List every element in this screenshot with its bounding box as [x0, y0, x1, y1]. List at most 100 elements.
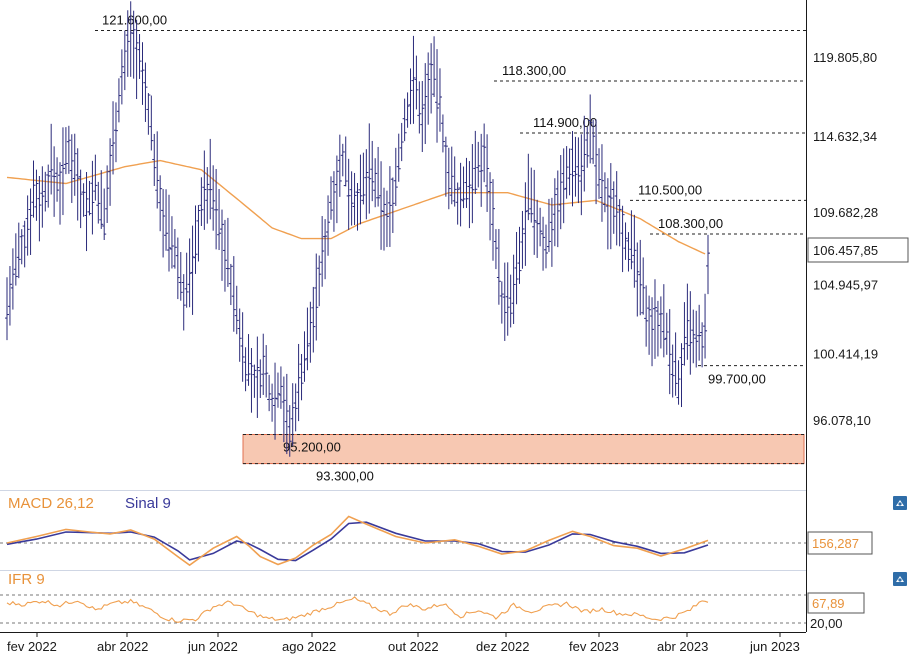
- ohlc-bar: [161, 189, 166, 258]
- ohlc-bar: [641, 257, 646, 315]
- ohlc-bar: [81, 183, 86, 217]
- ohlc-bar: [505, 262, 510, 336]
- ohlc-bar: [370, 140, 375, 202]
- level-label: 110.500,00: [638, 182, 702, 197]
- ohlc-bar: [69, 134, 74, 203]
- last-price-box: 106.457,85: [807, 237, 909, 263]
- ohlc-bar: [426, 52, 431, 125]
- ohlc-bar: [582, 115, 587, 192]
- ohlc-bar: [122, 30, 127, 91]
- ohlc-bar: [169, 216, 174, 269]
- ohlc-bar: [37, 176, 42, 242]
- ohlc-bar: [384, 190, 389, 248]
- ohlc-bar: [614, 171, 619, 246]
- ohlc-bar: [464, 157, 469, 208]
- ohlc-bar: [140, 42, 145, 105]
- ohlc-bar: [364, 149, 369, 220]
- ohlc-bar: [541, 216, 546, 271]
- ohlc-bar: [440, 114, 445, 153]
- ohlc-bar: [187, 238, 192, 308]
- ohlc-bar: [149, 95, 154, 151]
- ohlc-bar: [382, 187, 387, 251]
- ohlc-bar: [261, 333, 266, 395]
- ohlc-bar: [402, 98, 407, 142]
- ohlc-bar: [164, 189, 169, 251]
- ohlc-bar: [258, 359, 263, 399]
- ohlc-bar: [43, 171, 48, 212]
- ohlc-bar: [222, 219, 227, 292]
- ohlc-bar: [488, 172, 493, 241]
- rsi-value-label: 67,89: [812, 596, 845, 611]
- level-label: 108.300,00: [658, 216, 723, 231]
- ohlc-bar: [535, 199, 540, 258]
- signal-title: Sinal 9: [125, 495, 171, 512]
- ohlc-bar: [267, 374, 272, 412]
- ohlc-bar: [670, 344, 675, 398]
- macd-value-box: 156,287: [807, 531, 873, 555]
- ohlc-bar: [399, 122, 404, 162]
- ohlc-bar: [597, 148, 602, 199]
- x-tick-label: abr 2023: [657, 639, 708, 654]
- ohlc-bar: [28, 188, 33, 255]
- ohlc-bar: [608, 163, 613, 250]
- x-tick-label: abr 2022: [97, 639, 148, 654]
- ohlc-bar: [393, 147, 398, 207]
- ohlc-bar: [458, 162, 463, 227]
- ohlc-bar: [414, 55, 419, 110]
- ohlc-bar: [346, 158, 351, 230]
- ohlc-bar: [146, 93, 151, 135]
- ohlc-bar: [255, 336, 260, 418]
- ohlc-bar: [334, 155, 339, 224]
- ohlc-bar: [284, 373, 289, 455]
- ohlc-bar: [166, 194, 171, 272]
- ohlc-bar: [16, 222, 21, 279]
- ohlc-bar: [667, 309, 672, 395]
- rsi-panel: IFR 9 67,89 20,00: [0, 571, 907, 631]
- ohlc-bar: [72, 133, 77, 196]
- ohlc-bar: [661, 284, 666, 358]
- ohlc-bar: [205, 167, 210, 224]
- ohlc-bar: [490, 179, 495, 261]
- ohlc-bar: [579, 134, 584, 216]
- ohlc-bar: [55, 157, 60, 202]
- ohlc-bar: [240, 312, 245, 382]
- ohlc-bar: [31, 160, 36, 218]
- ohlc-bar: [211, 165, 216, 231]
- ohlc-bar: [105, 165, 110, 223]
- ohlc-bar: [605, 178, 610, 250]
- ohlc-bar: [517, 226, 522, 284]
- ohlc-bar: [496, 228, 501, 305]
- ohlc-bar: [237, 308, 242, 362]
- ohlc-bar: [437, 68, 442, 132]
- ohlc-bar: [576, 137, 581, 204]
- ohlc-bar: [664, 312, 669, 355]
- support-zone: [242, 434, 805, 465]
- ohlc-bar: [461, 166, 466, 209]
- macd-value-label: 156,287: [812, 536, 859, 551]
- ohlc-bar: [96, 181, 101, 224]
- ohlc-bar: [178, 252, 183, 301]
- ohlc-bar: [296, 343, 301, 422]
- ohlc-bar: [691, 309, 696, 364]
- level-label: 114.900,00: [533, 115, 597, 130]
- ohlc-bar: [143, 62, 148, 122]
- ohlc-bar: [202, 150, 207, 230]
- ohlc-bar: [84, 172, 89, 252]
- ohlc-bar: [102, 188, 107, 240]
- ohlc-bar: [320, 216, 325, 287]
- ohlc-bar: [228, 263, 233, 306]
- ohlc-bar: [314, 253, 319, 341]
- ohlc-bar: [66, 125, 71, 174]
- settings-icon[interactable]: [893, 572, 907, 586]
- y-tick-label: 100.414,19: [813, 347, 878, 362]
- ohlc-bar: [249, 348, 254, 413]
- settings-icon[interactable]: [893, 496, 907, 510]
- ohlc-bar: [611, 181, 616, 234]
- ohlc-bar: [420, 80, 425, 153]
- ohlc-bar: [502, 262, 507, 341]
- ohlc-bar: [467, 161, 472, 229]
- ohlc-bar: [311, 286, 316, 353]
- ohlc-bar: [217, 189, 222, 251]
- ohlc-bar: [511, 254, 516, 325]
- ohlc-bar: [626, 232, 631, 272]
